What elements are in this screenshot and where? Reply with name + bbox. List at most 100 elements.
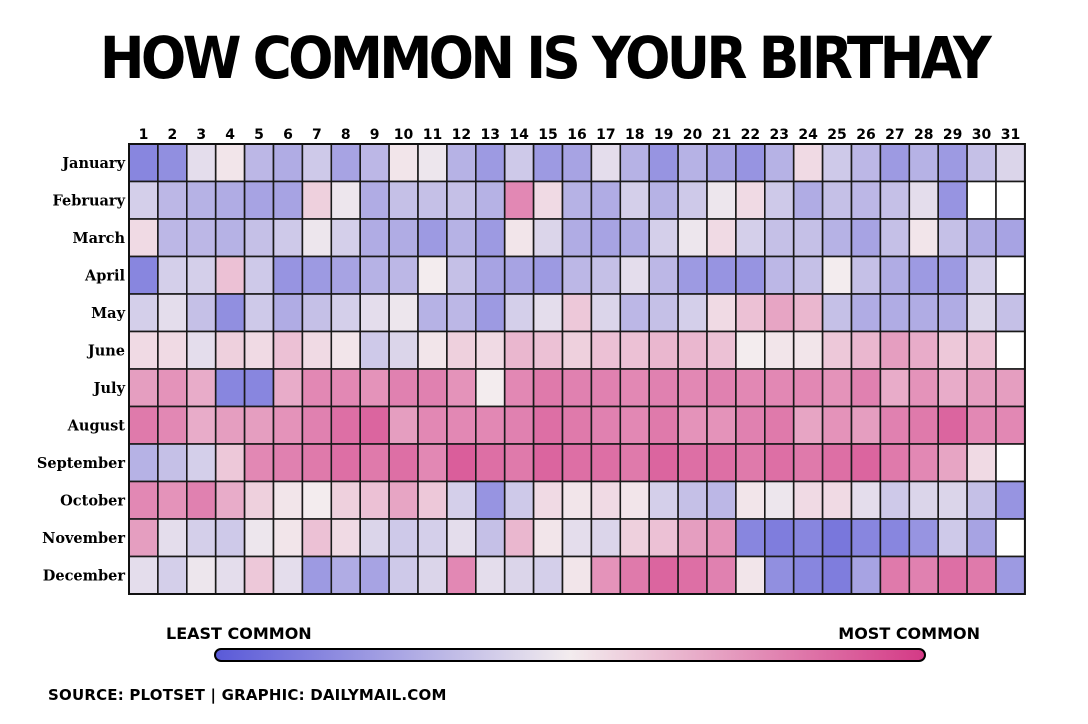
cell-july-5 <box>243 368 275 408</box>
cell-february-26 <box>850 180 882 220</box>
cell-august-17 <box>590 405 622 445</box>
cell-april-28 <box>908 255 939 295</box>
cell-october-9 <box>359 480 390 520</box>
cell-july-1 <box>128 368 159 408</box>
cell-october-13 <box>474 480 506 520</box>
cell-april-16 <box>561 255 593 295</box>
month-label-august: August <box>67 417 126 434</box>
cell-january-10 <box>388 143 419 183</box>
cell-october-14 <box>503 480 535 520</box>
cell-june-29 <box>937 330 968 370</box>
cell-april-15 <box>532 255 564 295</box>
cell-november-19 <box>648 518 679 558</box>
cell-june-30 <box>966 330 997 370</box>
cell-june-31 <box>995 330 1026 370</box>
cell-january-12 <box>446 143 477 183</box>
cell-december-25 <box>821 555 853 595</box>
cell-january-16 <box>561 143 593 183</box>
cell-october-8 <box>330 480 361 520</box>
cell-march-3 <box>186 218 217 258</box>
cell-december-11 <box>417 555 448 595</box>
cell-september-22 <box>735 443 766 483</box>
day-label-20: 20 <box>683 127 703 143</box>
day-label-4: 4 <box>225 127 235 143</box>
cell-september-8 <box>330 443 361 483</box>
cell-october-16 <box>561 480 593 520</box>
cell-november-15 <box>532 518 564 558</box>
cell-november-7 <box>301 518 333 558</box>
cell-september-1 <box>128 443 159 483</box>
cell-february-7 <box>301 180 333 220</box>
cell-october-30 <box>966 480 997 520</box>
day-label-21: 21 <box>712 127 731 143</box>
cell-june-11 <box>417 330 448 370</box>
cell-march-30 <box>966 218 997 258</box>
day-label-22: 22 <box>741 127 760 143</box>
cell-december-14 <box>503 555 535 595</box>
cell-december-6 <box>272 555 304 595</box>
cell-september-10 <box>388 443 419 483</box>
cell-november-5 <box>243 518 275 558</box>
cell-november-11 <box>417 518 448 558</box>
cell-october-27 <box>879 480 911 520</box>
cell-december-10 <box>388 555 419 595</box>
chart-title: HOW COMMON IS YOUR BIRTHAY <box>99 24 992 92</box>
day-label-6: 6 <box>283 127 293 143</box>
cell-january-3 <box>186 143 217 183</box>
cell-december-2 <box>157 555 188 595</box>
cell-november-4 <box>214 518 246 558</box>
cell-september-19 <box>648 443 679 483</box>
cell-august-7 <box>301 405 333 445</box>
cell-january-18 <box>619 143 650 183</box>
month-label-january: January <box>60 155 125 172</box>
cell-august-18 <box>619 405 650 445</box>
cell-december-15 <box>532 555 564 595</box>
cell-march-12 <box>446 218 477 258</box>
cell-september-24 <box>792 443 824 483</box>
cell-october-28 <box>908 480 939 520</box>
cell-september-15 <box>532 443 564 483</box>
cell-september-30 <box>966 443 997 483</box>
month-label-april: April <box>84 267 126 284</box>
cell-august-4 <box>214 405 246 445</box>
cell-june-2 <box>157 330 188 370</box>
cell-march-4 <box>214 218 246 258</box>
day-label-7: 7 <box>312 127 322 143</box>
cell-march-10 <box>388 218 419 258</box>
cell-november-24 <box>792 518 824 558</box>
cell-may-19 <box>648 293 679 333</box>
cell-june-3 <box>186 330 217 370</box>
cell-december-13 <box>474 555 506 595</box>
cell-july-7 <box>301 368 333 408</box>
cell-march-26 <box>850 218 882 258</box>
cell-november-28 <box>908 518 939 558</box>
cell-april-24 <box>792 255 824 295</box>
cell-january-20 <box>677 143 708 183</box>
cell-december-16 <box>561 555 593 595</box>
cell-january-19 <box>648 143 679 183</box>
cell-october-31 <box>995 480 1026 520</box>
cell-august-30 <box>966 405 997 445</box>
cell-august-22 <box>735 405 766 445</box>
cell-april-5 <box>243 255 275 295</box>
cell-march-29 <box>937 218 968 258</box>
cell-april-26 <box>850 255 882 295</box>
cell-january-28 <box>908 143 939 183</box>
day-label-17: 17 <box>596 127 615 143</box>
day-label-25: 25 <box>827 127 846 143</box>
day-label-28: 28 <box>914 127 933 143</box>
cell-december-3 <box>186 555 217 595</box>
cell-july-8 <box>330 368 361 408</box>
cell-november-2 <box>157 518 188 558</box>
cell-february-25 <box>821 180 853 220</box>
cell-january-6 <box>272 143 304 183</box>
cell-july-18 <box>619 368 650 408</box>
cell-march-18 <box>619 218 650 258</box>
cell-may-15 <box>532 293 564 333</box>
cell-april-20 <box>677 255 708 295</box>
day-label-18: 18 <box>625 127 644 143</box>
cell-september-28 <box>908 443 939 483</box>
cell-december-22 <box>735 555 766 595</box>
cell-may-21 <box>706 293 737 333</box>
cell-november-8 <box>330 518 361 558</box>
